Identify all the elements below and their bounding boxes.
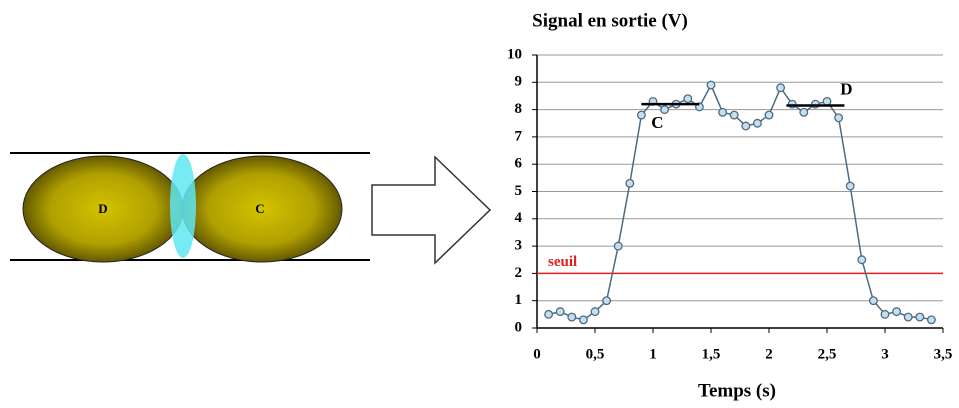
x-tick-label: 3 — [881, 346, 889, 362]
data-point — [625, 178, 635, 188]
y-tick-label: 7 — [515, 128, 523, 144]
data-point — [718, 107, 728, 117]
data-point — [903, 312, 913, 322]
data-point — [857, 255, 867, 265]
y-tick-label: 2 — [515, 265, 523, 281]
level-label: C — [651, 113, 663, 132]
threshold-label: seuil — [548, 254, 577, 270]
data-point — [590, 307, 600, 317]
data-point — [729, 110, 739, 120]
data-point — [636, 110, 646, 120]
data-point — [810, 99, 820, 109]
diagram: D C — [10, 152, 492, 265]
x-tick-label: 0 — [533, 346, 541, 362]
y-tick-label: 10 — [507, 46, 522, 62]
x-tick-label: 1,5 — [702, 346, 721, 362]
data-point — [880, 309, 890, 319]
data-point — [787, 99, 797, 109]
arrow — [371, 155, 492, 265]
data-point — [741, 121, 751, 131]
data-point — [892, 307, 902, 317]
y-tick-label: 4 — [515, 210, 523, 226]
data-point — [834, 113, 844, 123]
data-point — [752, 118, 762, 128]
data-point — [764, 110, 774, 120]
cell-label: C — [255, 201, 264, 216]
data-point — [660, 105, 670, 115]
data-point — [868, 296, 878, 306]
x-tick-label: 2,5 — [818, 346, 837, 362]
data-point — [926, 315, 936, 325]
y-tick-label: 6 — [515, 156, 523, 172]
data-point — [602, 296, 612, 306]
y-tick-label: 9 — [515, 74, 523, 90]
y-tick-label: 3 — [515, 238, 523, 254]
x-tick-label: 0,5 — [586, 346, 605, 362]
data-point — [555, 307, 565, 317]
y-tick-label: 5 — [515, 183, 523, 199]
cell-label: D — [98, 201, 107, 216]
y-tick-label: 0 — [515, 319, 523, 335]
data-point — [544, 309, 554, 319]
data-point — [683, 94, 693, 104]
data-point — [567, 312, 577, 322]
data-point — [578, 315, 588, 325]
series-line — [548, 83, 932, 321]
chart-title: Signal en sortie (V) — [532, 10, 688, 31]
y-tick-label: 8 — [515, 101, 523, 117]
data-point — [822, 96, 832, 106]
x-tick-label: 3,5 — [934, 346, 953, 362]
x-tick-label: 2 — [765, 346, 773, 362]
data-point — [706, 80, 716, 90]
laser-spot — [170, 154, 196, 258]
level-label: D — [840, 79, 852, 98]
x-tick-label: 1 — [649, 346, 657, 362]
data-point — [613, 241, 623, 251]
data-point — [776, 83, 786, 93]
data-point — [799, 107, 809, 117]
data-point — [915, 312, 925, 322]
y-tick-label: 1 — [515, 292, 523, 308]
data-point — [845, 181, 855, 191]
x-axis-label: Temps (s) — [698, 380, 776, 401]
